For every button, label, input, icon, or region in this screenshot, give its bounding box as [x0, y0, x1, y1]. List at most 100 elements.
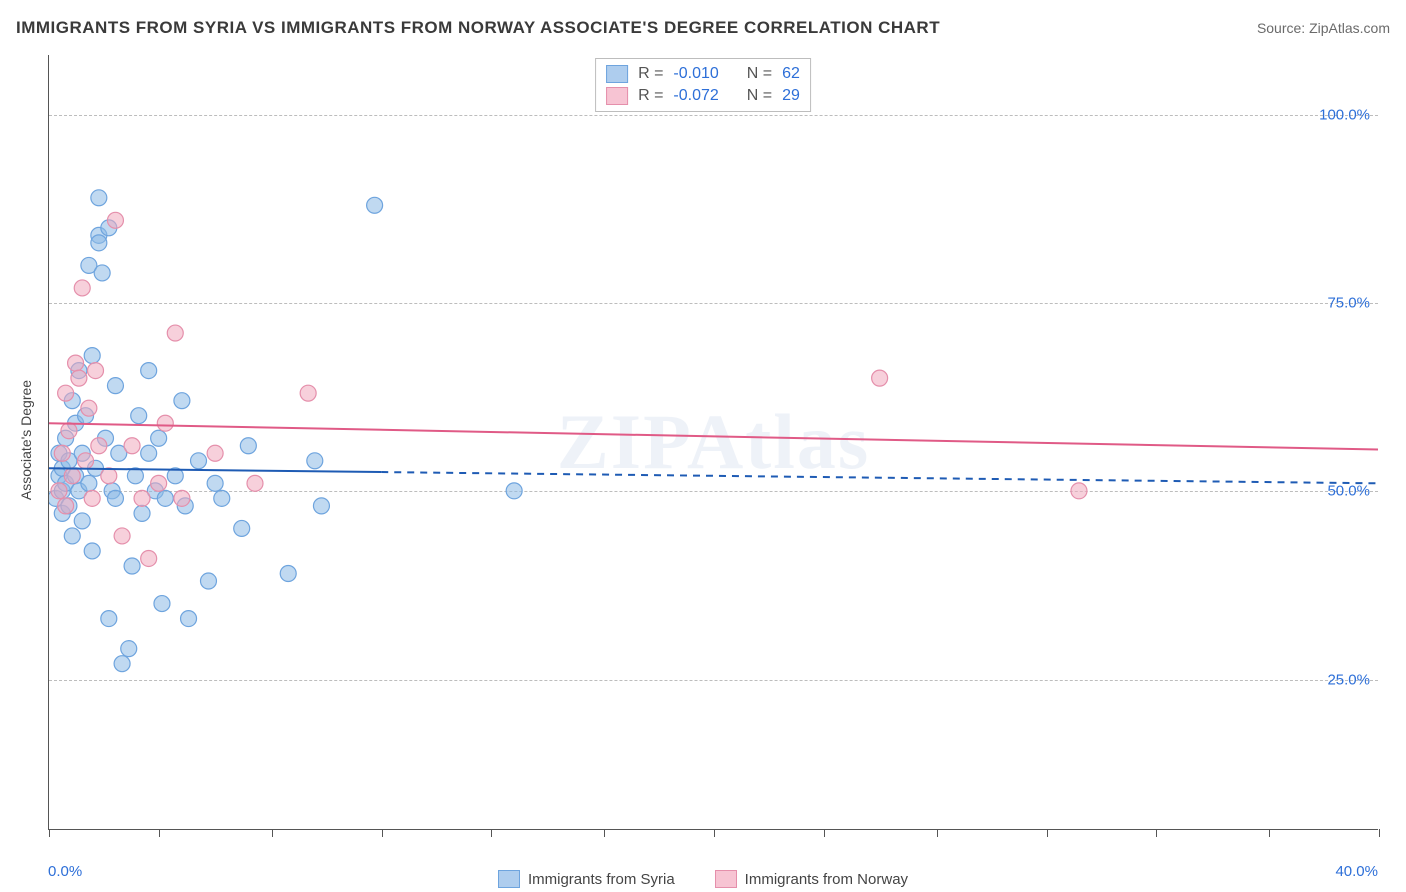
point-norway [78, 453, 94, 469]
point-norway [300, 385, 316, 401]
x-tick [1379, 829, 1380, 837]
point-syria [234, 520, 250, 536]
legend-swatch [606, 87, 628, 105]
series-legend: 0.0% 40.0% Immigrants from SyriaImmigran… [0, 870, 1406, 888]
point-syria [151, 430, 167, 446]
point-syria [114, 656, 130, 672]
point-syria [81, 475, 97, 491]
point-norway [58, 498, 74, 514]
legend-label: Immigrants from Syria [528, 871, 675, 888]
r-value: -0.072 [673, 87, 718, 105]
legend-top-row: R = -0.010N = 62 [606, 63, 800, 85]
point-syria [141, 445, 157, 461]
point-syria [157, 490, 173, 506]
x-tick [49, 829, 50, 837]
point-norway [84, 490, 100, 506]
r-label: R = [638, 65, 663, 83]
point-syria [367, 197, 383, 213]
n-label: N = [747, 65, 772, 83]
point-syria [313, 498, 329, 514]
x-tick [1047, 829, 1048, 837]
point-norway [114, 528, 130, 544]
point-norway [51, 483, 67, 499]
point-syria [101, 611, 117, 627]
point-norway [74, 280, 90, 296]
point-norway [91, 438, 107, 454]
point-norway [247, 475, 263, 491]
point-syria [131, 408, 147, 424]
point-norway [151, 475, 167, 491]
x-tick [714, 829, 715, 837]
trend-dashed [381, 472, 1378, 483]
x-tick [824, 829, 825, 837]
point-norway [207, 445, 223, 461]
point-syria [307, 453, 323, 469]
x-tick [159, 829, 160, 837]
source-label: Source: ZipAtlas.com [1257, 20, 1390, 36]
chart-title: IMMIGRANTS FROM SYRIA VS IMMIGRANTS FROM… [16, 18, 940, 38]
point-syria [84, 348, 100, 364]
point-syria [174, 393, 190, 409]
point-syria [107, 378, 123, 394]
point-norway [68, 355, 84, 371]
legend-item: Immigrants from Syria [498, 870, 675, 888]
legend-top-row: R = -0.072 N = 29 [606, 85, 800, 107]
legend-item: Immigrants from Norway [715, 870, 908, 888]
legend-swatch [606, 65, 628, 83]
point-syria [121, 641, 137, 657]
x-tick [491, 829, 492, 837]
point-norway [64, 468, 80, 484]
legend-swatch [498, 870, 520, 888]
point-syria [134, 505, 150, 521]
point-norway [61, 423, 77, 439]
x-axis-min-label: 0.0% [48, 863, 82, 880]
point-syria [280, 566, 296, 582]
point-norway [58, 385, 74, 401]
legend-label: Immigrants from Norway [745, 871, 908, 888]
point-syria [191, 453, 207, 469]
legend-swatch [715, 870, 737, 888]
point-syria [506, 483, 522, 499]
point-norway [167, 325, 183, 341]
point-syria [200, 573, 216, 589]
r-label: R = [638, 87, 663, 105]
point-norway [54, 445, 70, 461]
point-syria [214, 490, 230, 506]
point-norway [71, 370, 87, 386]
point-syria [141, 363, 157, 379]
point-norway [141, 550, 157, 566]
x-tick [1269, 829, 1270, 837]
n-label: N = [747, 87, 772, 105]
point-syria [107, 490, 123, 506]
point-syria [94, 265, 110, 281]
point-syria [181, 611, 197, 627]
point-syria [207, 475, 223, 491]
point-norway [174, 490, 190, 506]
point-syria [91, 235, 107, 251]
x-tick [604, 829, 605, 837]
x-tick [1156, 829, 1157, 837]
point-norway [101, 468, 117, 484]
point-norway [124, 438, 140, 454]
r-value: -0.010 [673, 65, 718, 83]
point-norway [81, 400, 97, 416]
x-axis-max-label: 40.0% [1335, 863, 1378, 880]
point-syria [154, 596, 170, 612]
point-syria [64, 528, 80, 544]
correlation-legend: R = -0.010N = 62R = -0.072N = 29 [595, 58, 811, 112]
point-syria [240, 438, 256, 454]
chart-svg [49, 55, 1378, 829]
point-syria [124, 558, 140, 574]
point-norway [88, 363, 104, 379]
point-norway [1071, 483, 1087, 499]
point-norway [872, 370, 888, 386]
point-norway [157, 415, 173, 431]
x-tick [382, 829, 383, 837]
point-norway [134, 490, 150, 506]
x-tick [272, 829, 273, 837]
plot-area: ZIPAtlas 25.0%50.0%75.0%100.0% [48, 55, 1378, 830]
n-value: 29 [782, 87, 800, 105]
point-syria [74, 513, 90, 529]
y-axis-title: Associate's Degree [18, 380, 34, 500]
point-syria [91, 190, 107, 206]
